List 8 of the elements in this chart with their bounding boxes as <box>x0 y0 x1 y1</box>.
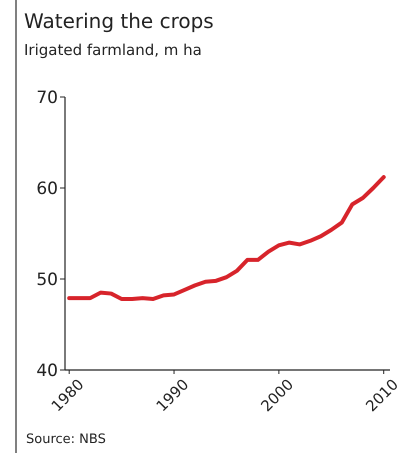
source-note: Source: NBS <box>26 432 106 447</box>
y-tick-label: 60 <box>36 178 58 199</box>
line-series <box>67 175 386 302</box>
y-tick-label: 50 <box>36 270 58 290</box>
y-tick-label: 70 <box>36 88 58 108</box>
chart-title: Watering the crops <box>24 9 214 33</box>
chart-subtitle: Irigated farmland, m ha <box>24 41 202 59</box>
y-tick-label: 40 <box>36 360 58 381</box>
